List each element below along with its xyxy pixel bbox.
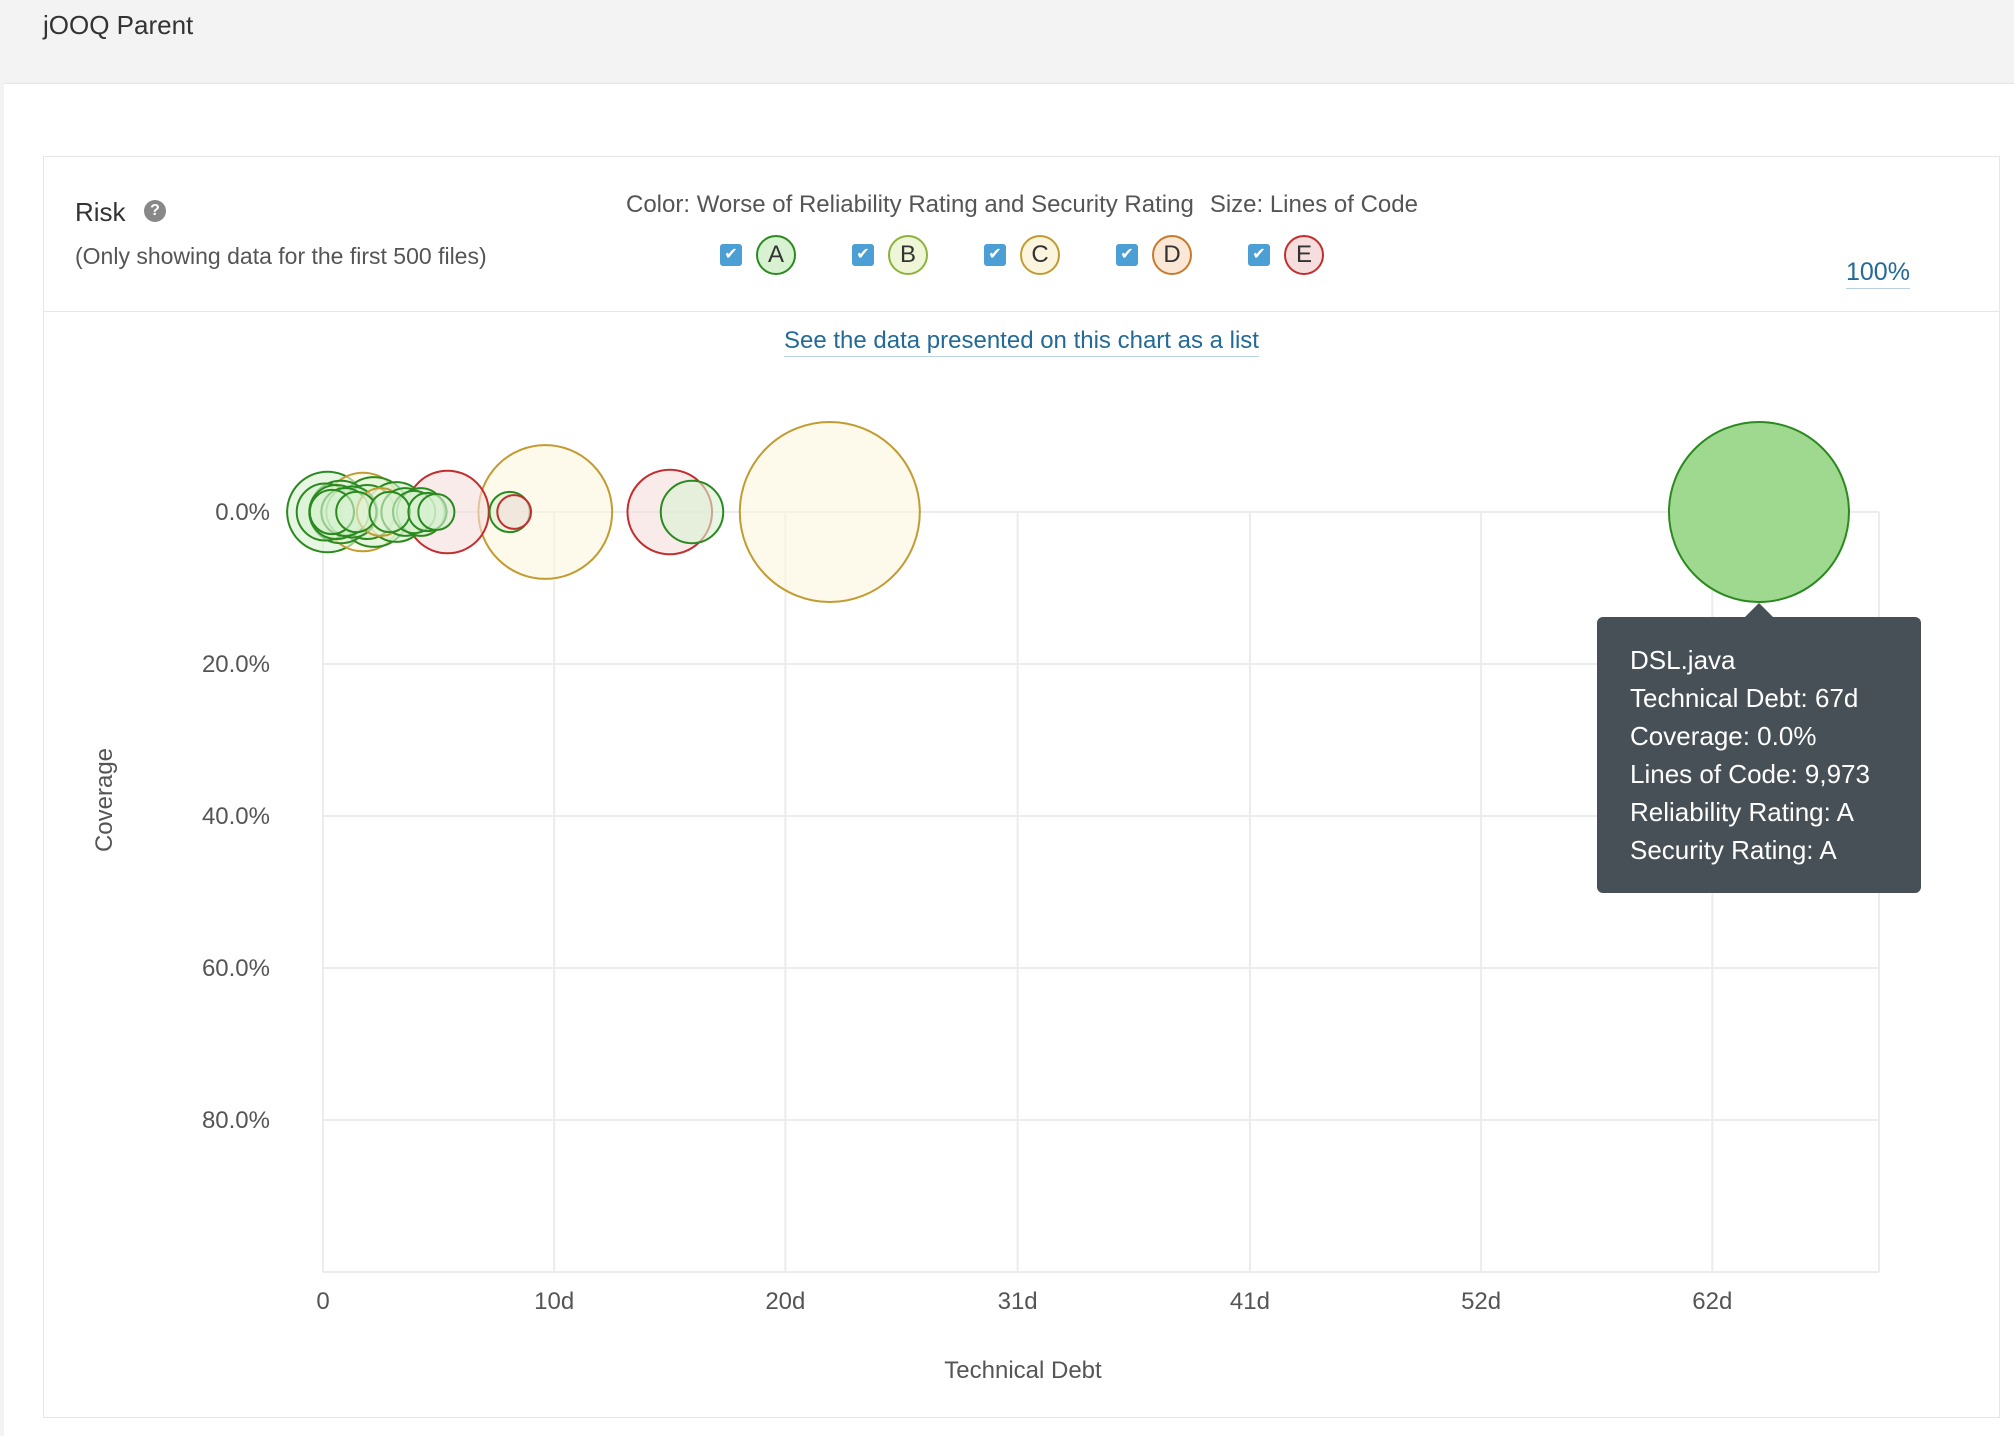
x-tick-label: 20d bbox=[765, 1288, 805, 1315]
tooltip-arrow bbox=[1745, 603, 1773, 617]
tooltip-coverage: Coverage: 0.0% bbox=[1630, 721, 1817, 751]
checkmark-icon[interactable]: ✔ bbox=[1116, 244, 1138, 266]
risk-title: Risk bbox=[75, 197, 126, 227]
x-tick-label: 31d bbox=[998, 1288, 1038, 1315]
y-tick-label: 80.0% bbox=[202, 1107, 270, 1134]
bubble-point bbox=[368, 490, 411, 534]
x-tick-label: 52d bbox=[1461, 1288, 1501, 1315]
rating-badge: E bbox=[1284, 235, 1324, 275]
checkmark-icon[interactable]: ✔ bbox=[1248, 244, 1270, 266]
y-tick-label: 40.0% bbox=[202, 803, 270, 830]
bubble-point bbox=[738, 421, 921, 603]
y-tick-label: 60.0% bbox=[202, 955, 270, 982]
see-data-as-list-link[interactable]: See the data presented on this chart as … bbox=[784, 327, 1259, 357]
tooltip-reliability-rating: Reliability Rating: A bbox=[1630, 797, 1854, 827]
checkmark-icon[interactable]: ✔ bbox=[720, 244, 742, 266]
left-edge bbox=[0, 83, 4, 1436]
risk-card-header: Risk ? (Only showing data for the first … bbox=[44, 157, 1999, 312]
color-legend-text: Color: Worse of Reliability Rating and S… bbox=[626, 191, 1194, 218]
legend-description: Color: Worse of Reliability Rating and S… bbox=[626, 191, 1418, 219]
question-circle-icon[interactable]: ? bbox=[144, 200, 166, 222]
bubble-point bbox=[417, 492, 456, 532]
tooltip-security-rating: Security Rating: A bbox=[1630, 835, 1837, 865]
tooltip-lines-of-code: Lines of Code: 9,973 bbox=[1630, 759, 1870, 789]
rating-badge: A bbox=[756, 235, 796, 275]
bubble-point bbox=[496, 494, 533, 530]
rating-badge: B bbox=[888, 235, 928, 275]
y-tick-label: 0.0% bbox=[215, 499, 270, 526]
x-tick-label: 41d bbox=[1230, 1288, 1270, 1315]
x-tick-label: 62d bbox=[1692, 1288, 1732, 1315]
tooltip-technical-debt: Technical Debt: 67d bbox=[1630, 683, 1859, 713]
rating-badge: C bbox=[1020, 235, 1060, 275]
y-tick-label: 20.0% bbox=[202, 651, 270, 678]
x-axis-label: Technical Debt bbox=[944, 1357, 1102, 1384]
x-tick-label: 0 bbox=[316, 1288, 329, 1315]
bubble-point bbox=[659, 479, 725, 545]
rating-badge: D bbox=[1152, 235, 1192, 275]
top-bar: jOOQ Parent bbox=[0, 0, 2014, 84]
checkmark-icon[interactable]: ✔ bbox=[984, 244, 1006, 266]
data-limit-note: (Only showing data for the first 500 fil… bbox=[75, 243, 487, 269]
zoom-reset-link[interactable]: 100% bbox=[1846, 258, 1910, 289]
bubble-tooltip: DSL.java Technical Debt: 67d Coverage: 0… bbox=[1597, 617, 1921, 893]
checkmark-icon[interactable]: ✔ bbox=[852, 244, 874, 266]
tooltip-file: DSL.java bbox=[1630, 645, 1736, 675]
project-name[interactable]: jOOQ Parent bbox=[43, 10, 194, 40]
size-legend-text: Size: Lines of Code bbox=[1209, 191, 1418, 218]
x-tick-label: 10d bbox=[534, 1288, 574, 1315]
y-axis-label: Coverage bbox=[91, 748, 118, 852]
bubble-point bbox=[1667, 421, 1850, 603]
list-link-wrap: See the data presented on this chart as … bbox=[44, 327, 1999, 357]
